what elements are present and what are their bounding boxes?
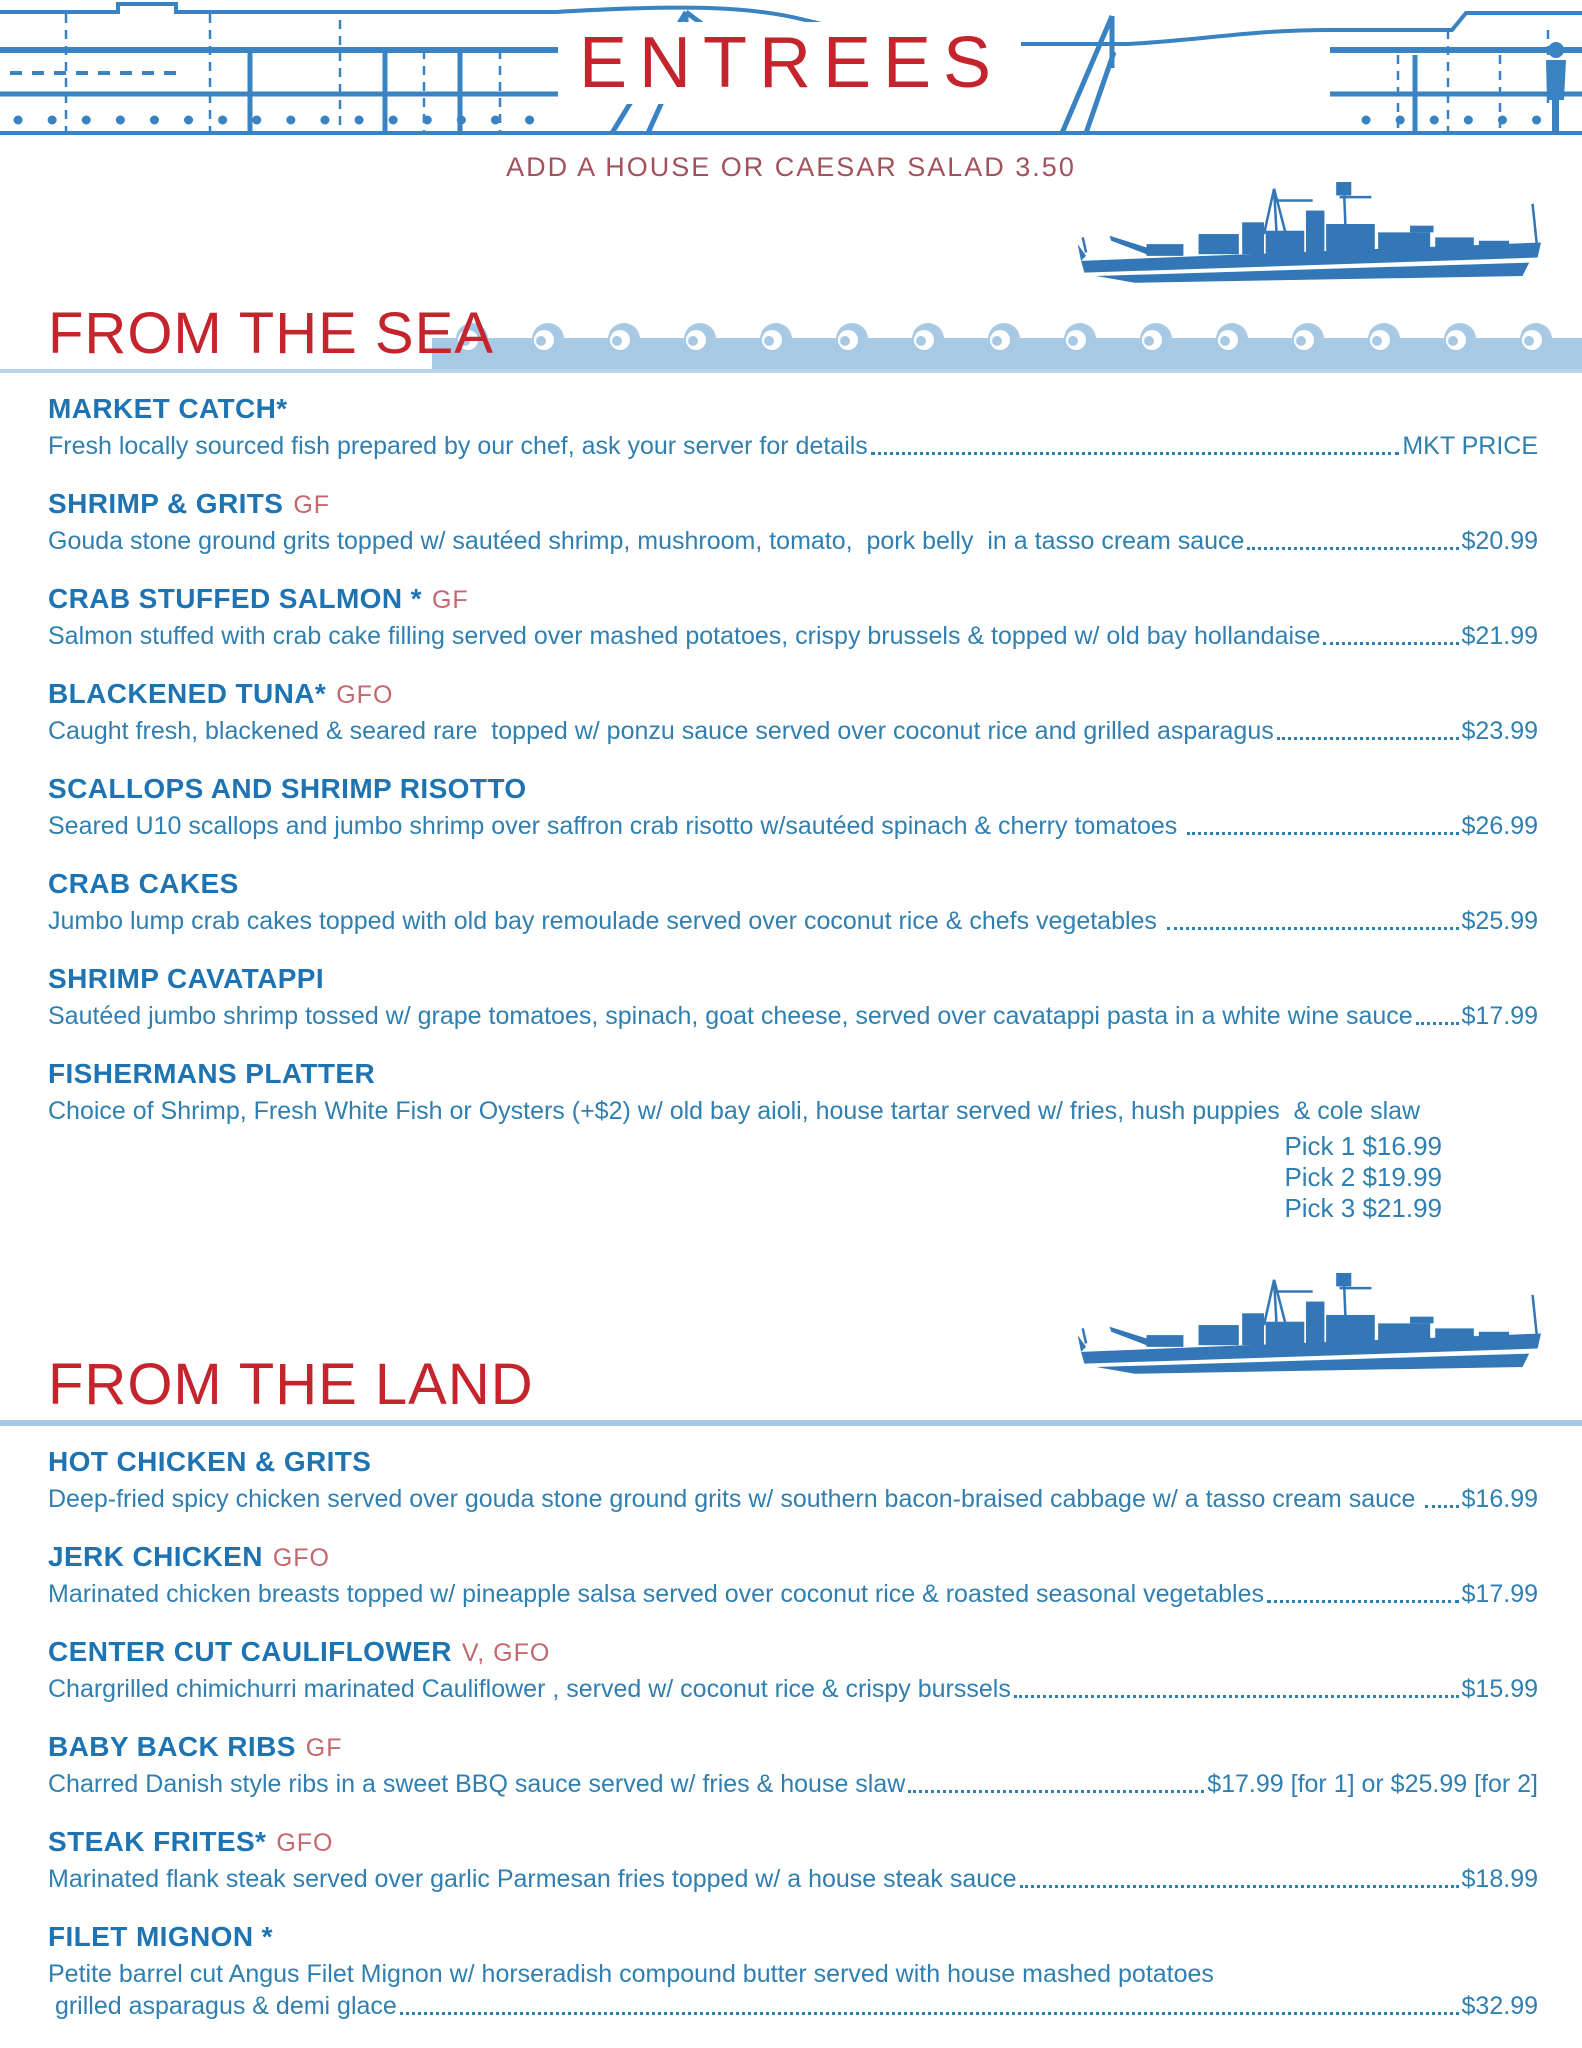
section-rule: [0, 1420, 1582, 1426]
battleship-illustration: [1076, 171, 1546, 329]
item-name: BABY BACK RIBS: [48, 1731, 296, 1762]
menu-item: SHRIMP CAVATAPPI Sautéed jumbo shrimp to…: [48, 963, 1538, 1032]
item-description: Deep-fried spicy chicken served over gou…: [48, 1485, 1423, 1513]
sailor-figure-icon: [1546, 42, 1566, 133]
item-description: Salmon stuffed with crab cake filling se…: [48, 622, 1321, 650]
menu-item: JERK CHICKEN GFO Marinated chicken breast…: [48, 1541, 1538, 1610]
item-price: $17.99: [1461, 1002, 1538, 1030]
item-description: Choice of Shrimp, Fresh White Fish or Oy…: [48, 1097, 1421, 1125]
item-description: Jumbo lump crab cakes topped with old ba…: [48, 907, 1164, 935]
dotted-leader: [1415, 1022, 1459, 1025]
item-description: Fresh locally sourced fish prepared by o…: [48, 432, 868, 460]
item-name: FISHERMANS PLATTER: [48, 1058, 376, 1089]
dietary-tag: GF: [293, 491, 331, 519]
battleship-illustration: [1076, 1262, 1546, 1420]
item-description: Caught fresh, blackened & seared rare to…: [48, 717, 1274, 745]
menu-item: SCALLOPS AND SHRIMP RISOTTO Seared U10 s…: [48, 773, 1538, 842]
dotted-leader: [399, 2012, 1459, 2015]
item-name: SHRIMP CAVATAPPI: [48, 963, 325, 994]
menu-item: BLACKENED TUNA* GFO Caught fresh, blacken…: [48, 678, 1538, 747]
section-from-the-sea: FROM THE SEA MARKET CATCH* Fresh locally…: [0, 191, 1582, 1224]
item-description: Petite barrel cut Angus Filet Mignon w/ …: [48, 1960, 1214, 1988]
pick-price: Pick 1 $16.99: [1284, 1131, 1442, 1161]
item-name: SCALLOPS AND SHRIMP RISOTTO: [48, 773, 527, 804]
masthead: ENTREES: [0, 0, 1582, 140]
item-price: MKT PRICE: [1402, 432, 1538, 460]
dietary-tag: GFO: [276, 1829, 334, 1857]
section-from-the-land: FROM THE LAND HOT CHICKEN & GRITS Deep-f…: [0, 1260, 1582, 2022]
dotted-leader: [1013, 1695, 1459, 1698]
item-name: CRAB CAKES: [48, 868, 239, 899]
section-title-sea: FROM THE SEA: [48, 301, 494, 366]
menu-item: STEAK FRITES* GFO Marinated flank steak s…: [48, 1826, 1538, 1895]
item-price: $20.99: [1461, 527, 1538, 555]
dotted-leader: [1247, 547, 1459, 550]
dotted-leader: [1187, 832, 1459, 835]
item-description: Chargrilled chimichurri marinated Caulif…: [48, 1675, 1011, 1703]
item-price: $17.99: [1461, 1580, 1538, 1608]
item-price: $15.99: [1461, 1675, 1538, 1703]
item-name: STEAK FRITES*: [48, 1826, 267, 1857]
dietary-tag: V, GFO: [461, 1639, 551, 1667]
dietary-tag: GF: [431, 586, 469, 614]
dietary-tag: GFO: [272, 1544, 330, 1572]
item-description: Gouda stone ground grits topped w/ sauté…: [48, 527, 1245, 555]
dietary-tag: GFO: [336, 681, 394, 709]
menu-item: SHRIMP & GRITS GF Gouda stone ground grit…: [48, 488, 1538, 557]
item-name: SHRIMP & GRITS: [48, 488, 284, 519]
pick-prices: Pick 1 $16.99 Pick 2 $19.99 Pick 3 $21.99: [48, 1131, 1538, 1224]
dietary-tag: GF: [305, 1734, 343, 1762]
item-description: Charred Danish style ribs in a sweet BBQ…: [48, 1770, 906, 1798]
dotted-leader: [1166, 927, 1459, 930]
section-rule: [0, 369, 1582, 373]
item-description: Seared U10 scallops and jumbo shrimp ove…: [48, 812, 1185, 840]
item-price: $21.99: [1461, 622, 1538, 650]
item-price: $23.99: [1461, 717, 1538, 745]
dotted-leader: [870, 452, 1400, 455]
page-title: ENTREES: [560, 22, 1022, 104]
wave-border: [432, 321, 1582, 369]
menu-item: BABY BACK RIBS GF Charred Danish style ri…: [48, 1731, 1538, 1800]
menu-item: HOT CHICKEN & GRITS Deep-fried spicy chi…: [48, 1446, 1538, 1515]
dotted-leader: [1019, 1885, 1459, 1888]
item-price: $18.99: [1461, 1865, 1538, 1893]
salad-note: ADD A HOUSE OR CAESAR SALAD 3.50: [506, 152, 1076, 182]
item-price: $16.99: [1461, 1485, 1538, 1513]
menu-item: CENTER CUT CAULIFLOWER V, GFO Chargrilled…: [48, 1636, 1538, 1705]
item-name: BLACKENED TUNA*: [48, 678, 327, 709]
item-price: $32.99: [1461, 1992, 1538, 2020]
item-description: Marinated flank steak served over garlic…: [48, 1865, 1017, 1893]
dotted-leader: [1323, 642, 1459, 645]
pick-price: Pick 3 $21.99: [1284, 1193, 1442, 1223]
menu-item: CRAB CAKES Jumbo lump crab cakes topped …: [48, 868, 1538, 937]
item-description-2: grilled asparagus & demi glace: [48, 1992, 397, 2020]
dotted-leader: [908, 1790, 1205, 1793]
menu-item: FISHERMANS PLATTER Choice of Shrimp, Fre…: [48, 1058, 1538, 1224]
item-price: $26.99: [1461, 812, 1538, 840]
item-name: MARKET CATCH*: [48, 393, 288, 424]
item-name: CENTER CUT CAULIFLOWER: [48, 1636, 452, 1667]
item-price: $17.99 [for 1] or $25.99 [for 2]: [1207, 1770, 1538, 1798]
menu-item: MARKET CATCH* Fresh locally sourced fish…: [48, 393, 1538, 462]
item-name: FILET MIGNON *: [48, 1921, 273, 1952]
item-price: $25.99: [1461, 907, 1538, 935]
dotted-leader: [1425, 1505, 1459, 1508]
item-description: Sautéed jumbo shrimp tossed w/ grape tom…: [48, 1002, 1413, 1030]
menu-item: FILET MIGNON * Petite barrel cut Angus F…: [48, 1921, 1538, 2022]
land-items: HOT CHICKEN & GRITS Deep-fried spicy chi…: [0, 1426, 1582, 2022]
sea-items: MARKET CATCH* Fresh locally sourced fish…: [0, 373, 1582, 1224]
item-name: CRAB STUFFED SALMON *: [48, 583, 422, 614]
dotted-leader: [1276, 737, 1459, 740]
item-name: JERK CHICKEN: [48, 1541, 263, 1572]
pick-price: Pick 2 $19.99: [1284, 1162, 1442, 1192]
section-title-land: FROM THE LAND: [48, 1352, 534, 1417]
item-description: Marinated chicken breasts topped w/ pine…: [48, 1580, 1264, 1608]
menu-item: CRAB STUFFED SALMON * GF Salmon stuffed w…: [48, 583, 1538, 652]
item-name: HOT CHICKEN & GRITS: [48, 1446, 372, 1477]
dotted-leader: [1267, 1600, 1459, 1603]
